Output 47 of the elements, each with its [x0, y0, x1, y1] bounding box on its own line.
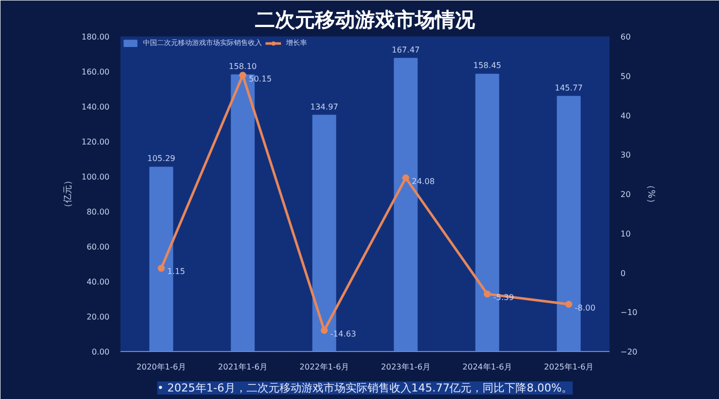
- y2-tick-label: 40: [620, 111, 631, 120]
- data-label: 134.97: [310, 102, 338, 112]
- y2-tick-label: −10: [620, 308, 638, 318]
- x-tick-label: 2021年1-6月: [218, 362, 268, 372]
- data-label: 158.10: [228, 62, 257, 71]
- y-tick-label: 80.00: [86, 208, 110, 216]
- point: [158, 264, 165, 272]
- text: • 2025年1-6月，二次元移动游戏市场实际销售收入145.77亿元，同比下降8.00%。: [157, 382, 573, 394]
- y-tick-label: 60.00: [86, 242, 110, 252]
- y2-tick-label: 10: [620, 229, 631, 238]
- data-label: 158.45: [473, 61, 502, 70]
- data-label: 145.77: [554, 83, 583, 92]
- data-label: 1.15: [167, 267, 186, 276]
- y2-tick-label: 0: [620, 268, 626, 278]
- y-tick-label: 140.00: [82, 102, 110, 112]
- y2-tick-label: 20: [620, 190, 631, 199]
- y-axis-title: （亿元）: [62, 176, 74, 212]
- data-label: 24.08: [412, 176, 435, 186]
- x-tick-label: 2024年1-6月: [462, 362, 512, 372]
- y-tick-label: 100.00: [82, 172, 110, 182]
- data-label: 105.29: [147, 154, 176, 164]
- data-label: -8.00: [574, 303, 596, 312]
- data-label: 50.15: [248, 74, 272, 84]
- y-tick-label: 180.00: [82, 32, 110, 42]
- x-tick-label: 2025年1-6月: [544, 362, 594, 372]
- x-tick-label: 2020年1-6月: [136, 362, 186, 372]
- y-tick-label: 20.00: [86, 312, 110, 322]
- data-label: 167.47: [392, 45, 420, 54]
- x-tick-label: 2022年1-6月: [300, 362, 349, 372]
- point: [402, 174, 410, 182]
- chart-title: 二次元移动游戏市场情况: [255, 8, 476, 32]
- y2-tick-label: 60: [620, 32, 631, 42]
- point: [484, 290, 491, 298]
- data-label: -14.63: [330, 329, 356, 338]
- y2-tick-label: 30: [620, 150, 631, 160]
- y-tick-label: 120.00: [82, 138, 110, 146]
- y2-tick-label: −20: [620, 348, 638, 356]
- point: [239, 72, 246, 79]
- point: [320, 326, 328, 334]
- y2-tick-label: 50: [620, 72, 631, 81]
- y-tick-label: 160.00: [82, 68, 110, 76]
- y2-axis-title: （%）: [645, 180, 656, 208]
- y-tick-label: 40.00: [86, 278, 110, 286]
- y-tick-label: 0.00: [92, 348, 110, 356]
- point: [565, 300, 572, 308]
- x-tick-label: 2023年1-6月: [381, 362, 430, 372]
- data-label: -5.39: [493, 292, 514, 302]
